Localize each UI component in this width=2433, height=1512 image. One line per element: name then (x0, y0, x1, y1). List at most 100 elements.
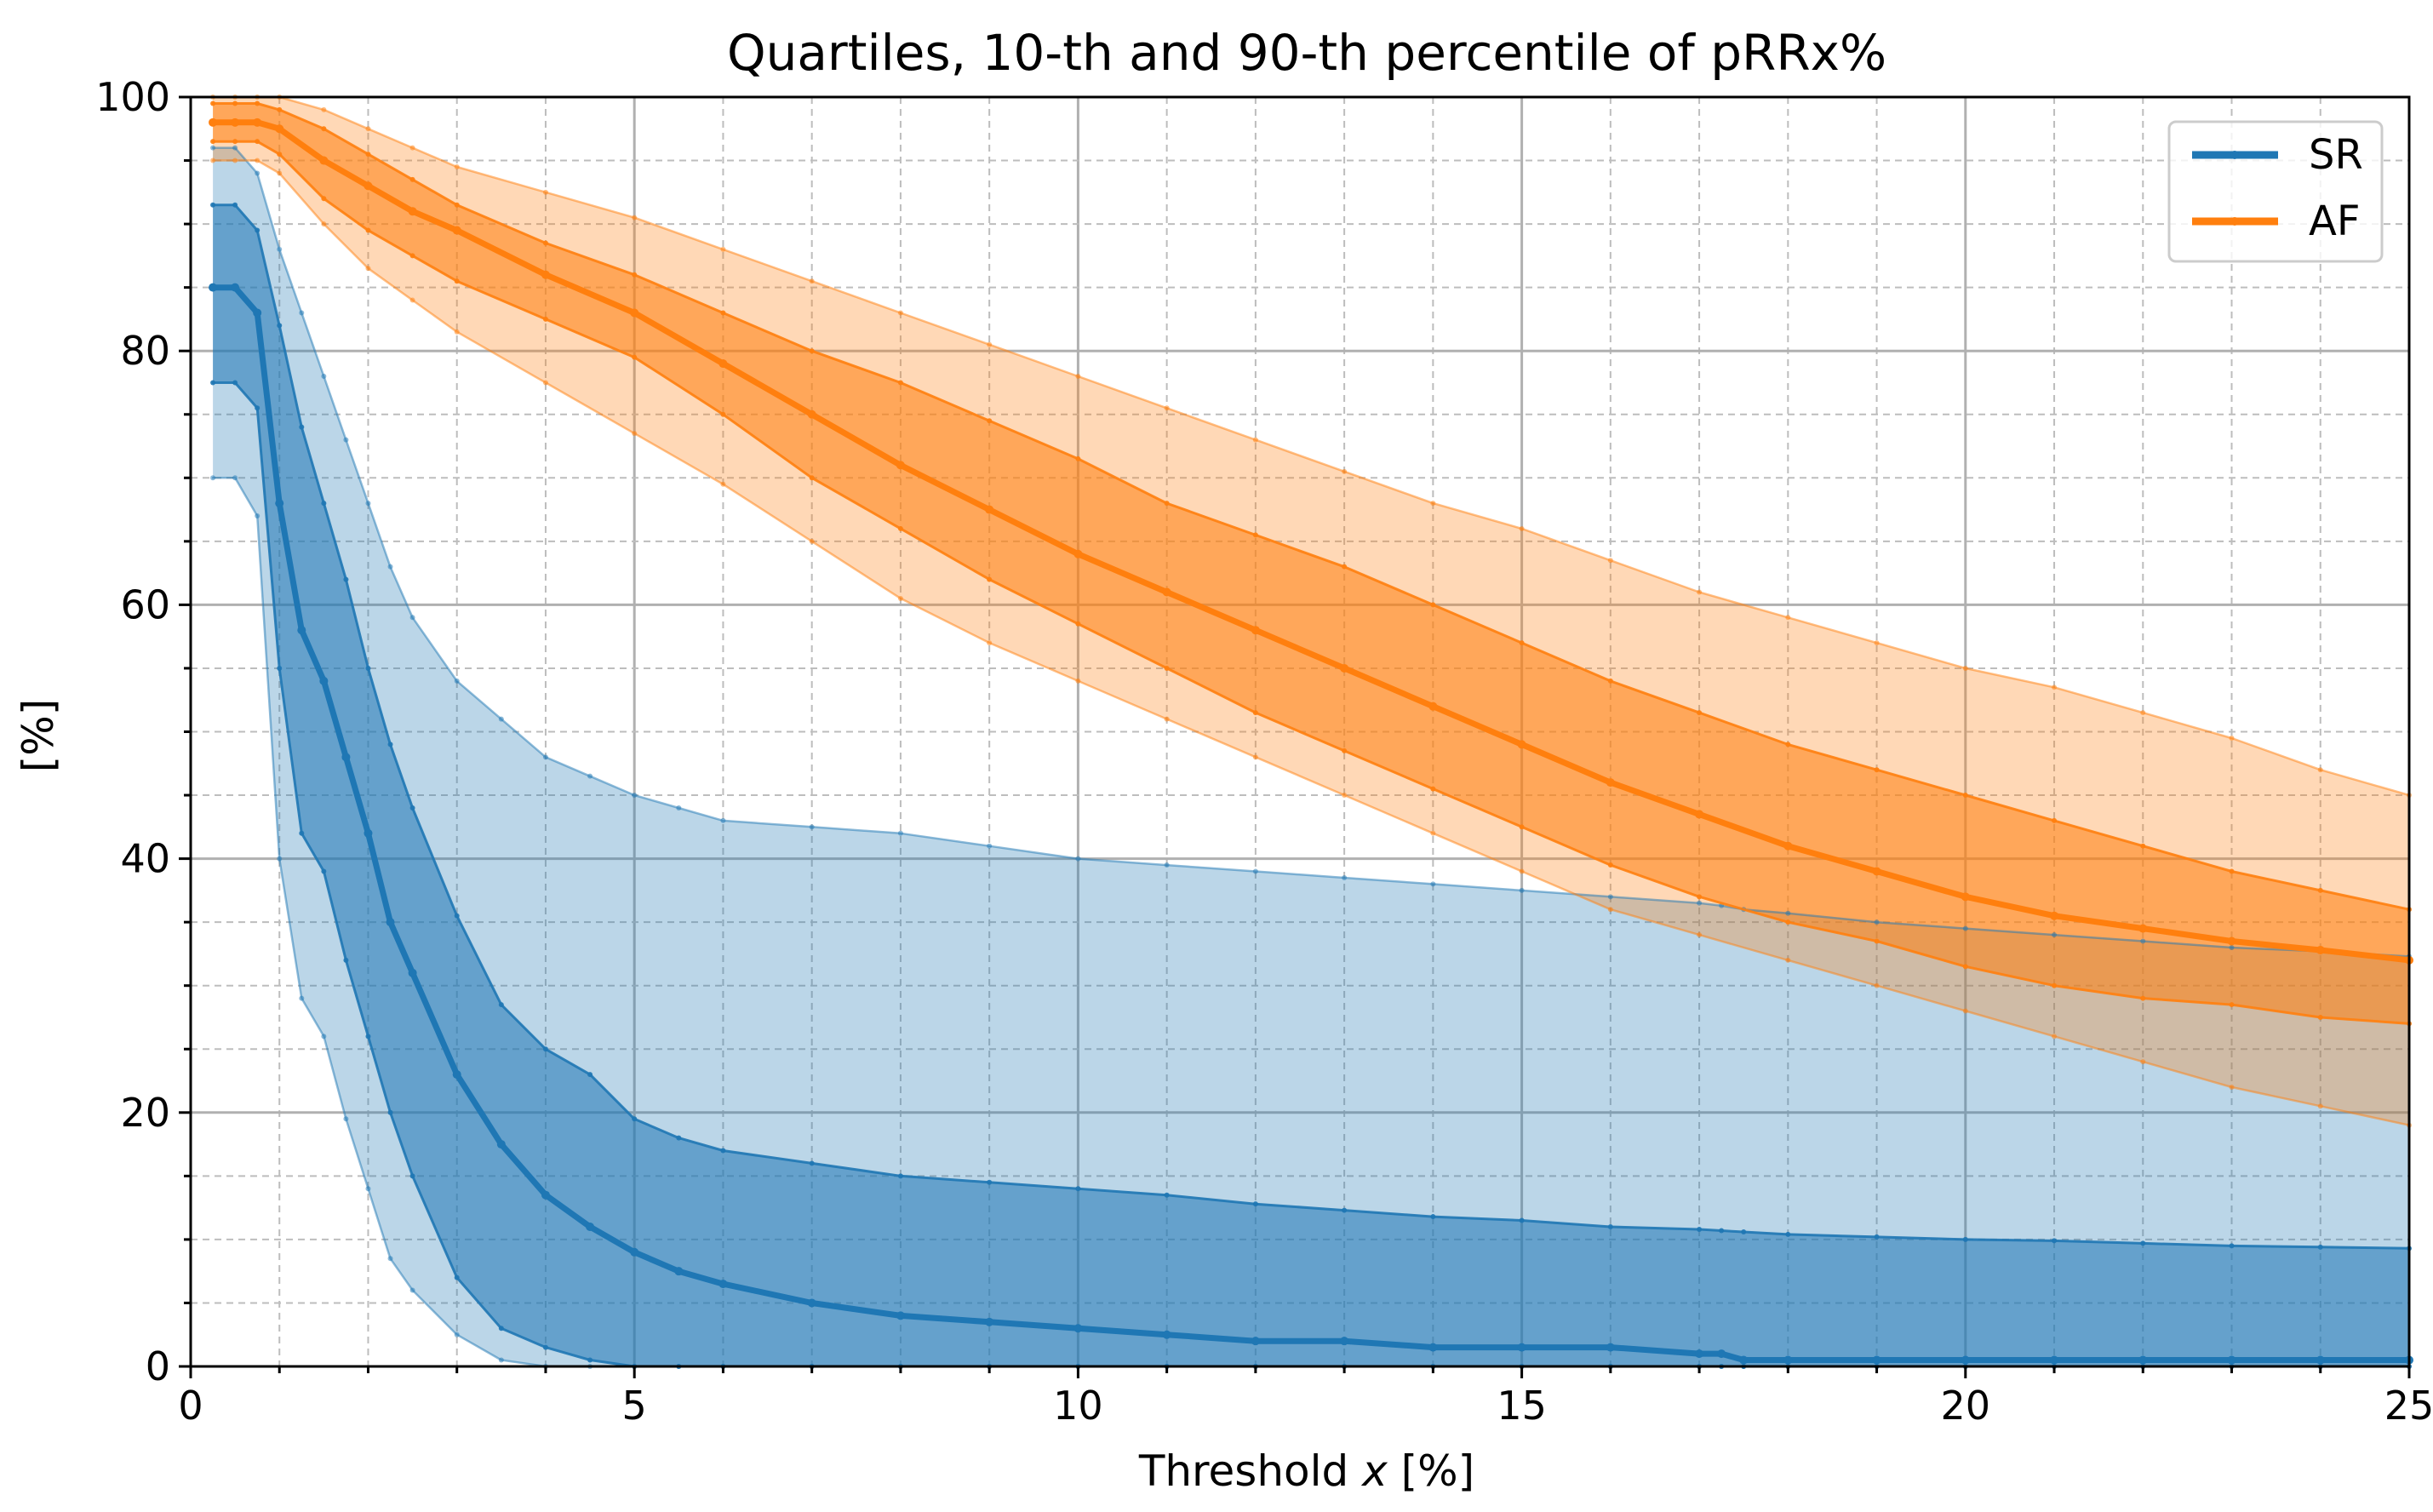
point-p90-sr (2140, 938, 2146, 944)
point-q1-af (2140, 995, 2146, 1001)
point-p90-sr (897, 830, 903, 836)
point-median-af (319, 156, 329, 165)
point-q3-sr (210, 202, 216, 208)
point-p10-af (2140, 1059, 2146, 1065)
point-median-sr (630, 1247, 639, 1257)
point-p90-af (1962, 665, 1968, 671)
point-q3-sr (232, 202, 238, 208)
point-median-sr (275, 499, 284, 508)
point-median-af (209, 117, 218, 127)
point-p90-af (1607, 558, 1613, 564)
point-q3-af (632, 272, 638, 278)
point-q1-af (409, 253, 415, 259)
point-q1-af (210, 139, 216, 145)
point-p90-sr (676, 805, 682, 810)
point-q1-af (542, 316, 548, 322)
point-p90-af (1252, 437, 1258, 443)
point-q3-sr (809, 1160, 815, 1166)
point-p10-sr (255, 513, 260, 519)
point-p90-sr (1430, 881, 1436, 887)
point-p90-sr (587, 773, 593, 779)
point-q1-sr (365, 1034, 371, 1040)
point-q1-af (277, 152, 283, 158)
y-axis-label: [%] (14, 699, 63, 773)
point-p90-af (1075, 374, 1081, 380)
point-p90-af (2052, 684, 2058, 690)
point-median-sr (586, 1222, 595, 1231)
point-median-sr (386, 918, 395, 927)
point-q3-sr (720, 1148, 726, 1154)
point-p90-sr (365, 501, 371, 507)
point-q3-sr (1607, 1223, 1613, 1229)
point-q3-af (987, 418, 993, 424)
point-median-sr (209, 283, 218, 292)
point-p10-af (1075, 678, 1081, 684)
point-q3-sr (1342, 1207, 1348, 1213)
point-q1-af (632, 354, 638, 360)
point-p10-af (255, 158, 260, 163)
point-median-af (452, 226, 461, 235)
legend-label-sr: SR (2309, 131, 2363, 179)
point-median-af (1073, 549, 1083, 558)
point-median-sr (1517, 1343, 1526, 1352)
point-median-sr (2138, 1355, 2148, 1365)
point-median-sr (1428, 1343, 1438, 1352)
line-median-af (209, 119, 2413, 964)
point-median-sr (319, 676, 329, 685)
point-p10-af (454, 329, 460, 335)
point-median-af (896, 461, 905, 470)
point-p90-sr (542, 754, 548, 760)
point-p10-sr (321, 1034, 327, 1040)
point-p90-sr (409, 615, 415, 621)
point-median-sr (1783, 1355, 1793, 1365)
point-median-sr (341, 753, 351, 762)
point-p90-sr (1874, 919, 1880, 925)
point-median-sr (1872, 1355, 1881, 1365)
point-median-af (275, 124, 284, 134)
point-median-sr (253, 308, 262, 318)
point-p10-af (1519, 868, 1525, 874)
point-p10-af (1697, 932, 1703, 938)
point-median-sr (452, 1070, 461, 1080)
point-median-sr (807, 1298, 816, 1308)
point-median-af (541, 270, 550, 279)
point-p10-af (1342, 793, 1348, 799)
x-tick-label-10: 10 (1053, 1383, 1103, 1429)
point-p10-af (1607, 907, 1613, 913)
point-q3-sr (1519, 1217, 1525, 1223)
point-p90-sr (809, 824, 815, 830)
point-q3-af (1962, 793, 1968, 799)
point-q3-sr (2052, 1238, 2058, 1244)
point-q1-sr (587, 1357, 593, 1363)
series-lines (209, 94, 2413, 1369)
band-quartile-af (213, 103, 2409, 1024)
y-tick-label-20: 20 (120, 1090, 170, 1136)
point-q3-af (1697, 710, 1703, 716)
point-p10-sr (387, 1256, 393, 1262)
point-p90-af (897, 310, 903, 316)
point-q3-sr (1741, 1228, 1747, 1234)
point-q1-af (2229, 1002, 2235, 1008)
point-q3-sr (1719, 1228, 1725, 1234)
point-p90-af (1519, 525, 1525, 531)
point-q3-af (897, 380, 903, 386)
x-axis-label-variable: x (1360, 1446, 1388, 1496)
point-q1-af (1607, 862, 1613, 868)
point-median-af (364, 181, 373, 191)
x-tick-label-25: 25 (2384, 1383, 2433, 1429)
point-p10-af (1430, 830, 1436, 836)
point-q3-af (720, 310, 726, 316)
point-q3-sr (2140, 1240, 2146, 1246)
point-median-af (630, 308, 639, 318)
y-tick-label-100: 100 (95, 74, 170, 120)
point-q1-af (1962, 964, 1968, 970)
point-q3-af (2317, 887, 2323, 893)
point-median-af (1251, 626, 1260, 635)
point-p10-af (809, 538, 815, 544)
point-q1-sr (409, 1173, 415, 1179)
point-p10-af (1785, 957, 1791, 963)
point-p90-sr (720, 817, 726, 823)
point-q3-af (2229, 868, 2235, 874)
point-p90-af (720, 246, 726, 252)
